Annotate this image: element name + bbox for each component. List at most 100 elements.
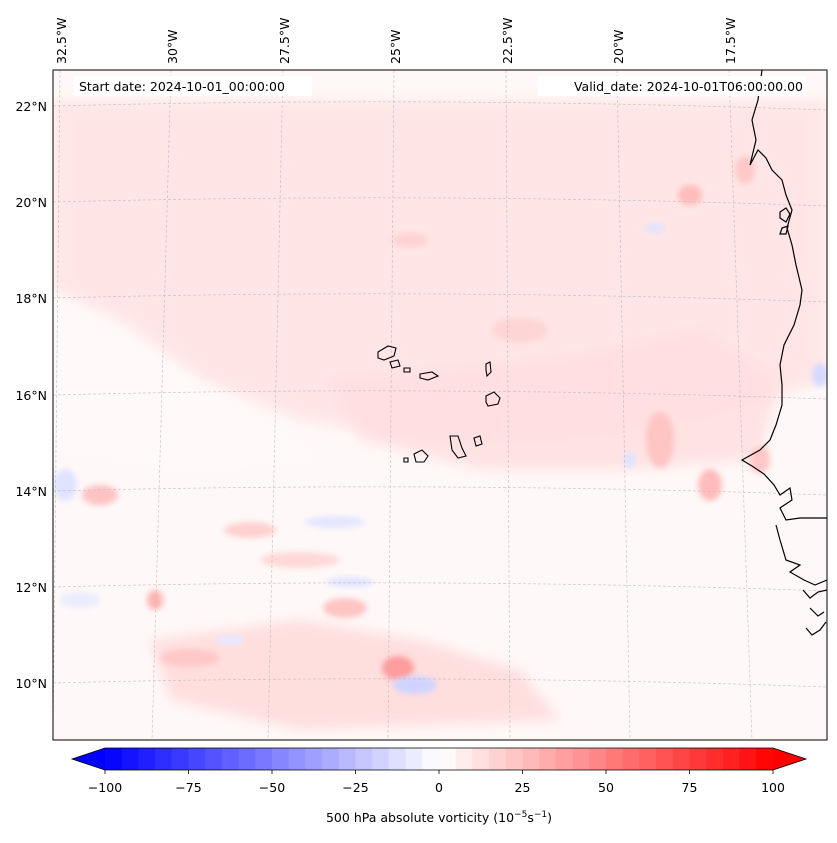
vorticity-positive-region	[150, 620, 560, 730]
colorbar-cell	[472, 748, 490, 770]
lat-label: 16°N	[15, 388, 47, 403]
colorbar-cell	[489, 748, 507, 770]
colorbar-tick-label: −50	[259, 780, 285, 795]
colorbar-label-close: )	[547, 810, 552, 825]
cape-verde-islands	[377, 345, 501, 463]
colorbar: −100 −75 −50 −25 0 25 50 75 100 500 hPa absolute…	[70, 747, 808, 825]
lon-label: 30°W	[165, 29, 180, 64]
island-sao-vicente	[389, 359, 401, 369]
coastal-island	[779, 207, 791, 223]
parallel-line	[53, 293, 827, 303]
colorbar-cell	[555, 748, 574, 770]
map-plot-area: Start date: 2024-10-01_00:00:00 Valid_da…	[53, 70, 827, 740]
lat-label: 14°N	[15, 484, 47, 499]
lat-label: 12°N	[15, 580, 47, 595]
island-boa-vista	[485, 391, 501, 407]
colorbar-cell	[589, 748, 607, 770]
colorbar-cell	[105, 748, 123, 770]
colorbar-cell	[522, 748, 540, 770]
vorticity-negative-blob	[216, 635, 244, 645]
lon-label: 25°W	[388, 29, 403, 64]
lon-label: 22.5°W	[500, 18, 515, 64]
island-brava	[403, 457, 409, 463]
africa-coastline	[802, 589, 827, 636]
colorbar-cell	[372, 748, 390, 770]
lat-label: 10°N	[15, 676, 47, 691]
vorticity-negative-blob	[393, 676, 437, 694]
valid-date-label: Valid_date: 2024-10-01T06:00:00.00	[574, 79, 803, 94]
colorbar-cell	[622, 748, 640, 770]
colorbar-max-extension	[773, 748, 806, 770]
island-sal	[485, 361, 492, 378]
colorbar-cell	[639, 748, 657, 770]
meridian-line	[387, 70, 395, 740]
coastal-island	[779, 225, 789, 235]
graticule	[53, 70, 827, 740]
parallel-line	[53, 582, 827, 592]
longitude-labels: 32.5°W 30°W 27.5°W 25°W 22.5°W 20°W 17.5…	[54, 18, 738, 64]
colorbar-cell	[221, 748, 240, 770]
island-santa-luzia	[403, 367, 411, 373]
colorbar-cell	[171, 748, 190, 770]
colorbar-cell	[205, 748, 223, 770]
colorbar-tick-label: 100	[761, 780, 785, 795]
vorticity-negative-blob	[326, 577, 374, 587]
vorticity-negative-blob	[645, 223, 665, 233]
vorticity-neutral-region	[53, 300, 320, 470]
colorbar-cell	[706, 748, 724, 770]
colorbar-cells	[72, 748, 806, 770]
vorticity-negative-blob	[812, 363, 827, 387]
colorbar-label: 500 hPa absolute vorticity (10−5s−1)	[326, 810, 552, 825]
colorbar-cell	[138, 748, 156, 770]
vorticity-positive-blob	[323, 598, 367, 618]
island-santiago	[449, 435, 467, 459]
colorbar-cell	[121, 748, 139, 770]
lon-label: 27.5°W	[277, 18, 292, 64]
colorbar-cell	[439, 748, 457, 770]
meridian-line	[267, 70, 284, 740]
start-date-box	[74, 76, 312, 96]
vorticity-field	[53, 100, 827, 730]
lat-label: 20°N	[15, 195, 47, 210]
vorticity-positive-blob	[392, 233, 428, 247]
parallel-line	[53, 197, 827, 207]
coastline	[740, 70, 827, 636]
africa-coastline	[740, 70, 827, 521]
colorbar-cell	[388, 748, 407, 770]
africa-coastline	[775, 524, 827, 586]
island-fogo	[413, 449, 429, 463]
colorbar-tick-label: 0	[435, 780, 443, 795]
meridian-line	[505, 70, 511, 740]
colorbar-cell	[572, 748, 590, 770]
valid-date-box	[538, 76, 806, 96]
colorbar-cell	[238, 748, 256, 770]
lon-label: 20°W	[611, 29, 626, 64]
vorticity-positive-blob	[492, 318, 548, 342]
colorbar-cell	[672, 748, 691, 770]
colorbar-cell	[606, 748, 624, 770]
colorbar-tick-label: 75	[682, 780, 698, 795]
colorbar-label-exp1: −5	[514, 810, 527, 820]
vorticity-positive-blob	[160, 649, 220, 667]
colorbar-cell	[288, 748, 306, 770]
lat-label: 18°N	[15, 291, 47, 306]
parallel-line	[53, 486, 827, 496]
colorbar-cell	[539, 748, 557, 770]
colorbar-tick-label: 50	[598, 780, 614, 795]
colorbar-min-extension	[72, 748, 105, 770]
colorbar-label-unit: s	[527, 810, 534, 825]
colorbar-tick-label: 25	[515, 780, 531, 795]
vorticity-positive-blob	[147, 590, 163, 610]
lon-label: 32.5°W	[54, 18, 69, 64]
island-santo-antao	[377, 345, 397, 361]
vorticity-negative-blob	[305, 516, 365, 528]
colorbar-tick-label: −100	[88, 780, 122, 795]
lon-label: 17.5°W	[723, 18, 738, 64]
colorbar-cell	[255, 748, 273, 770]
vorticity-positive-blob	[678, 185, 702, 205]
colorbar-tick-label: −25	[342, 780, 368, 795]
island-sao-nicolau	[419, 371, 440, 381]
latitude-labels: 22°N 20°N 18°N 16°N 14°N 12°N 10°N	[15, 99, 47, 691]
colorbar-cell	[505, 748, 524, 770]
